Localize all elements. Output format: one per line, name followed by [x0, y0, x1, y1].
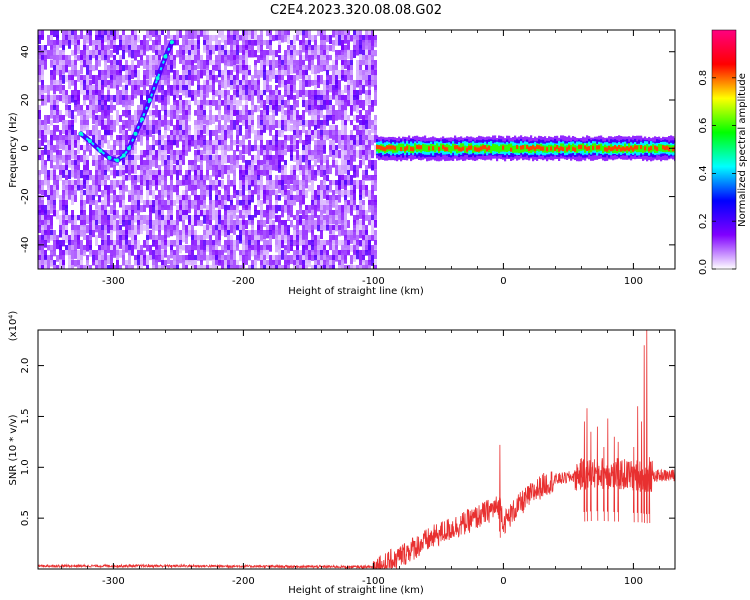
colorbar: 0.0 0.2 0.4 0.6 0.8 Normalized spectral ampl…: [698, 29, 748, 275]
snr-x-axis-label: Height of straight line (km): [288, 585, 424, 596]
tone-trace-point: [121, 153, 126, 158]
colorbar-tick-label: 0.8: [698, 70, 709, 86]
snr-panel: -300 -200 -100 0 100 0.5 1.0 1.5 2.0 Height of s…: [8, 311, 676, 596]
tone-trace-point: [78, 131, 83, 136]
tone-trace-point: [133, 131, 138, 136]
y-tick-label: 20: [20, 94, 31, 107]
colorbar-label: Normalized spectral amplitude: [737, 73, 748, 227]
colorbar-tick-label: 0.2: [698, 213, 709, 229]
tone-trace-point: [107, 155, 112, 160]
tone-trace-point: [88, 139, 92, 144]
y-tick-label: 1.0: [20, 459, 31, 475]
colorbar-ticks: 0.0 0.2 0.4 0.6 0.8: [698, 70, 736, 275]
spectrogram-y-axis-label: Frequency (Hz): [8, 112, 19, 188]
tone-trace-point: [98, 148, 103, 153]
x-tick-label: -300: [102, 576, 125, 587]
colorbar-scale: [711, 29, 737, 270]
colorbar-tick-label: 0.4: [698, 165, 709, 181]
snr-series-line: [38, 330, 675, 569]
chart-title: C2E4.2023.320.08.08.G02: [270, 3, 442, 18]
x-tick-label: 100: [624, 276, 643, 287]
x-tick-label: -100: [362, 576, 385, 587]
tone-trace-point: [155, 76, 160, 81]
snr-ticks: -300 -200 -100 0 100 0.5 1.0 1.5 2.0: [20, 330, 675, 587]
x-tick-label: -100: [362, 276, 385, 287]
tone-trace: [78, 39, 175, 164]
y-tick-label: 2.0: [20, 358, 31, 374]
spectrogram-frame: [37, 29, 676, 270]
snr-y-multiplier: (x10⁴): [8, 311, 19, 342]
snr-frame: [37, 329, 676, 570]
spectrogram-x-axis-label: Height of straight line (km): [288, 286, 424, 297]
y-tick-label: 1.5: [20, 408, 31, 424]
tone-trace-point: [147, 98, 152, 102]
x-tick-label: 0: [500, 276, 506, 287]
snr-y-axis-label: SNR (10 * v/v): [8, 414, 19, 485]
tone-trace-point: [115, 158, 120, 163]
y-tick-label: 40: [20, 45, 31, 58]
y-tick-label: -40: [20, 237, 31, 253]
x-tick-label: -300: [102, 276, 125, 287]
colorbar-tick-label: 0.0: [698, 259, 709, 275]
x-tick-label: 0: [500, 576, 506, 587]
tone-trace-point: [163, 54, 168, 59]
x-tick-label: -200: [232, 276, 255, 287]
tone-trace-point: [140, 117, 144, 122]
tone-trace-point: [127, 146, 131, 151]
y-tick-label: -20: [20, 188, 31, 204]
y-tick-label: 0: [20, 145, 31, 151]
heatmap-cells: [38, 30, 675, 269]
x-tick-label: -200: [232, 576, 255, 587]
colorbar-tick-label: 0.6: [698, 118, 709, 134]
y-tick-label: 0.5: [20, 510, 31, 526]
tone-trace-point: [169, 40, 174, 45]
x-tick-label: 100: [624, 576, 643, 587]
